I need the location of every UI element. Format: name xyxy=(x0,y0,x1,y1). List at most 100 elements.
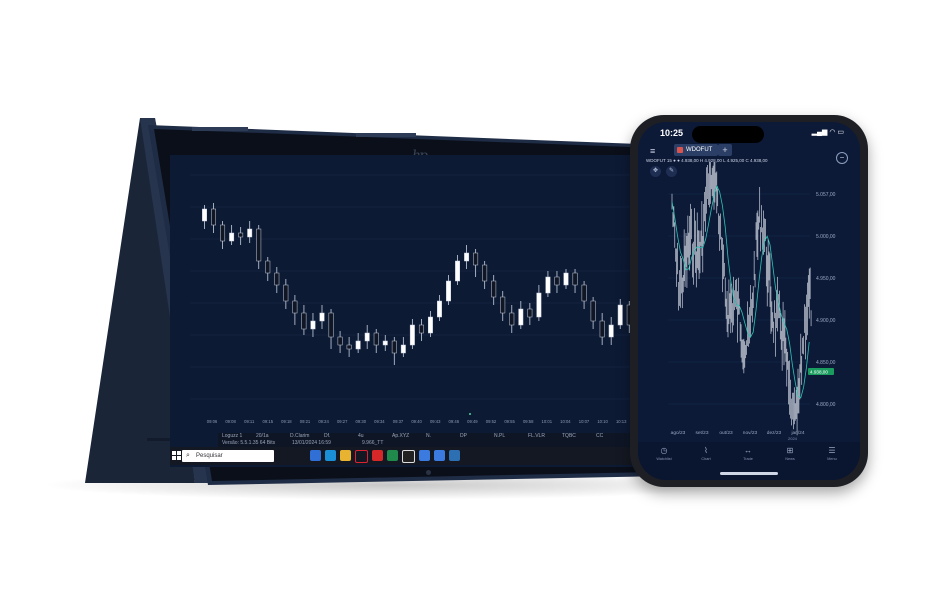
date-axis-label: set/23 xyxy=(695,430,708,436)
symbol-label: WDOFUT xyxy=(686,147,713,153)
zoom-out-button[interactable]: − xyxy=(836,152,848,164)
file-explorer-app-icon[interactable] xyxy=(340,450,351,461)
chrome-app-icon-2[interactable] xyxy=(419,450,430,461)
moving-average-line xyxy=(671,185,810,399)
candle-body xyxy=(491,280,497,298)
candle-body xyxy=(301,312,307,330)
add-symbol-button[interactable]: + xyxy=(718,144,732,156)
ohlc-readout: WDOFUT 15 ● ● 4.938,00 H 4.928,00 L 4.92… xyxy=(646,158,768,163)
candle-body xyxy=(310,320,316,330)
nav-chart-icon: ⌇ xyxy=(704,446,708,455)
time-axis-label: 10:04 xyxy=(560,419,571,424)
statusbar-tab[interactable]: Ap.XYZ xyxy=(392,433,410,439)
nav-item-news[interactable]: ⊞ News xyxy=(770,446,810,461)
nav-item-watchlist[interactable]: ◷ Watchlist xyxy=(644,446,684,461)
time-axis-label: 09:24 xyxy=(318,419,329,424)
search-icon: ⌕ xyxy=(186,452,190,459)
windows-start-icon[interactable] xyxy=(172,451,181,460)
excel-app-icon[interactable] xyxy=(387,450,398,461)
opera-app-icon[interactable] xyxy=(355,450,368,463)
dynamic-island xyxy=(692,126,764,143)
foxit-app-icon[interactable] xyxy=(372,450,383,461)
statusbar-tab[interactable]: TQBC xyxy=(562,433,576,439)
phone-price-chart: 5.057,00 5.000,00 4.950,00 4.900,00 4.850,00… xyxy=(668,162,836,441)
statusbar-tab[interactable]: CC xyxy=(596,433,604,439)
symbol-selector[interactable]: WDOFUT xyxy=(674,144,719,156)
candle-body xyxy=(319,312,325,322)
candle-body xyxy=(473,252,479,266)
candle-body xyxy=(590,300,596,322)
candle-body xyxy=(572,272,578,286)
price-axis-label: 4.850,00 xyxy=(816,360,836,366)
price-axis-label: 4.950,00 xyxy=(816,276,836,282)
phone-clock: 10:25 xyxy=(660,128,684,138)
time-axis-label: 10:13 xyxy=(616,419,627,424)
candle-body xyxy=(617,304,623,326)
time-axis-label: 09:37 xyxy=(393,419,404,424)
candle-body xyxy=(238,232,244,238)
candle-body xyxy=(337,336,343,346)
chrome-app-icon-3[interactable] xyxy=(434,450,445,461)
statusbar-tab[interactable]: 20/1a xyxy=(256,433,269,439)
time-axis-label: 10:07 xyxy=(579,419,590,424)
candle-body xyxy=(355,340,361,350)
edge-app-icon[interactable] xyxy=(325,450,336,461)
statusbar-tab[interactable]: Loguzz 1 xyxy=(222,433,243,439)
candle-body xyxy=(418,324,424,334)
hamburger-menu-icon[interactable]: ≡ xyxy=(650,146,656,156)
current-price-label: 4.938,00 xyxy=(810,370,828,375)
date-axis-label: dez/23 xyxy=(767,430,782,436)
platform-statusbar: Loguzz 1 20/1a D.Clarim Df. 4u Ap.XYZ N. DP N.PL… xyxy=(218,433,695,447)
time-axis-label: 09:40 xyxy=(411,419,422,424)
candle-body xyxy=(202,208,207,222)
nav-item-menu[interactable]: ☰ Menu xyxy=(812,446,852,461)
nav-news-icon: ⊞ xyxy=(786,446,794,455)
statusbar-tab[interactable]: 4u xyxy=(358,433,364,439)
candle-body xyxy=(455,260,461,282)
taskbar-apps xyxy=(310,450,460,463)
nav-item-chart[interactable]: ⌇ Chart xyxy=(686,446,726,461)
time-axis-label: 09:58 xyxy=(523,419,534,424)
statusbar-tab[interactable]: Df. xyxy=(324,433,331,439)
statusbar-tab[interactable]: D.Clarim xyxy=(290,433,310,439)
candle-body xyxy=(265,260,271,274)
laptop-candlestick-chart: 09:06 09:08 09:11 09:15 09:18 09:21 09:24 09:27… xyxy=(170,155,695,467)
candle-body xyxy=(599,320,605,338)
windows-taskbar: ⌕ Pesquisar xyxy=(170,447,695,465)
nav-item-label: Chart xyxy=(701,457,711,461)
time-axis-label: 09:18 xyxy=(281,419,292,424)
time-axis-label: 09:11 xyxy=(244,419,255,424)
time-axis-label: 09:15 xyxy=(263,419,274,424)
nav-trade-icon: ↔ xyxy=(744,446,752,455)
nav-item-label: Watchlist xyxy=(656,457,672,461)
phone-status-icons: ▂▄▆ ◠ ▭ xyxy=(811,129,844,136)
candle-body xyxy=(391,340,397,354)
statusbar-tab[interactable]: DP xyxy=(460,433,467,439)
nav-watchlist-icon: ◷ xyxy=(660,446,668,455)
candle-body xyxy=(536,292,542,318)
time-axis-label: 09:06 xyxy=(207,419,218,424)
statusbar-tab[interactable]: FL.VLR xyxy=(528,433,545,439)
candle-body xyxy=(527,308,533,318)
current-price-tag xyxy=(808,368,834,375)
dollar-app-icon[interactable] xyxy=(402,450,415,463)
candle-body xyxy=(211,208,217,226)
home-indicator xyxy=(720,472,778,475)
taskbar-search-input[interactable]: ⌕ Pesquisar xyxy=(182,450,274,462)
candle-body xyxy=(400,344,406,354)
screenshot-app-icon[interactable] xyxy=(449,450,460,461)
time-axis-label: 09:34 xyxy=(374,419,385,424)
crosshair-tool-icon[interactable]: ✥ xyxy=(650,166,661,177)
nav-item-trade[interactable]: ↔ Trade xyxy=(728,446,768,461)
statusbar-info-item: Versão: 5.5.1.35 64 Bits xyxy=(222,440,276,446)
candle-body xyxy=(482,264,488,282)
statusbar-tab[interactable]: N. xyxy=(426,433,431,439)
candle-body xyxy=(608,324,614,338)
nav-menu-icon: ☰ xyxy=(828,446,836,455)
statusbar-tab[interactable]: N.PL xyxy=(494,433,506,439)
price-axis-label: 4.800,00 xyxy=(816,402,836,408)
candle-body xyxy=(509,312,515,326)
chrome-app-icon[interactable] xyxy=(310,450,321,461)
time-axis-label: 09:08 xyxy=(225,419,236,424)
draw-tool-icon[interactable]: ✎ xyxy=(666,166,677,177)
